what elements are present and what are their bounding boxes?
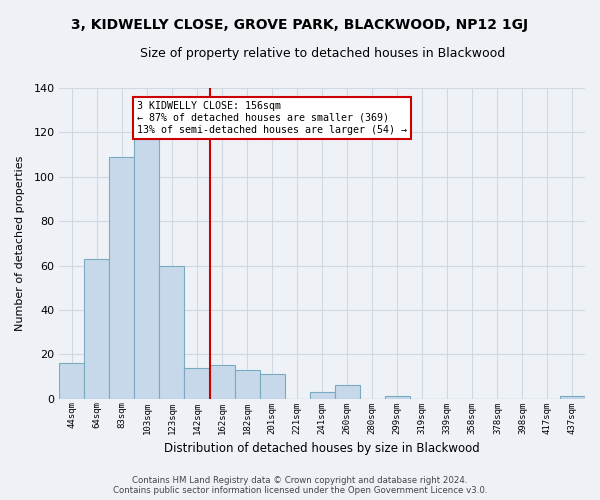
Bar <box>209 366 235 398</box>
Bar <box>184 368 209 398</box>
Text: Contains public sector information licensed under the Open Government Licence v3: Contains public sector information licen… <box>113 486 487 495</box>
Text: 3 KIDWELLY CLOSE: 156sqm
← 87% of detached houses are smaller (369)
13% of semi-: 3 KIDWELLY CLOSE: 156sqm ← 87% of detach… <box>137 102 407 134</box>
Bar <box>560 396 585 398</box>
Y-axis label: Number of detached properties: Number of detached properties <box>15 156 25 331</box>
Text: 3, KIDWELLY CLOSE, GROVE PARK, BLACKWOOD, NP12 1GJ: 3, KIDWELLY CLOSE, GROVE PARK, BLACKWOOD… <box>71 18 529 32</box>
Bar <box>134 139 160 398</box>
Bar <box>85 259 109 398</box>
Title: Size of property relative to detached houses in Blackwood: Size of property relative to detached ho… <box>140 48 505 60</box>
Bar <box>335 386 360 398</box>
Bar <box>385 396 410 398</box>
Bar <box>235 370 260 398</box>
Text: Contains HM Land Registry data © Crown copyright and database right 2024.: Contains HM Land Registry data © Crown c… <box>132 476 468 485</box>
Bar <box>59 363 85 398</box>
Bar <box>160 266 184 398</box>
Bar <box>109 157 134 398</box>
Bar <box>260 374 284 398</box>
Bar <box>310 392 335 398</box>
X-axis label: Distribution of detached houses by size in Blackwood: Distribution of detached houses by size … <box>164 442 480 455</box>
